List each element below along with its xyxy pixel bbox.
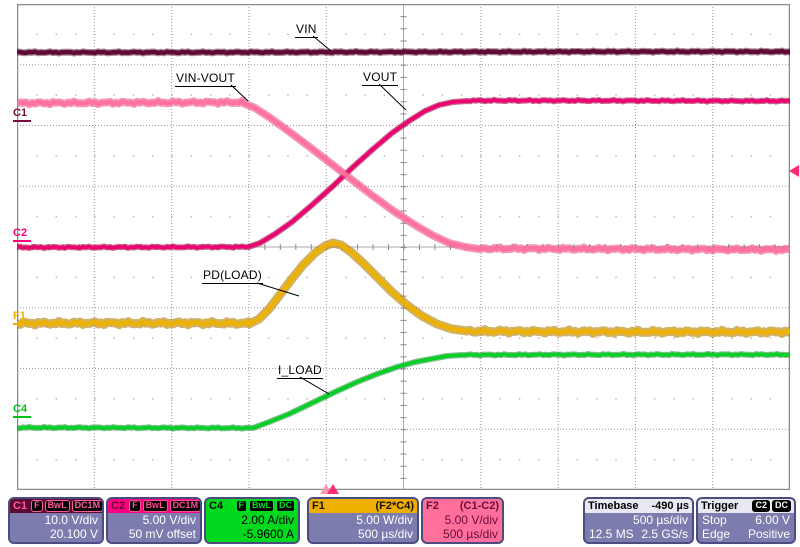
status-box-header: F2 (C1-C2): [423, 499, 502, 513]
status-box-row: 500 µs/div: [585, 513, 692, 527]
status-value-right: 5.00 W/div: [356, 513, 413, 527]
status-value-right: 5.00 V/div: [444, 513, 498, 527]
status-value-right: 2.00 A/div: [241, 513, 294, 527]
status-box-header: F1 (F2*C4): [309, 499, 417, 513]
channel-marker-c4[interactable]: C4: [13, 404, 33, 418]
trigger-level-marker[interactable]: [789, 165, 799, 177]
status-box-title: F1: [312, 499, 325, 512]
status-box-row: 500 µs/div: [309, 527, 417, 541]
channel-marker-c2[interactable]: C2: [13, 228, 33, 242]
status-box-c4[interactable]: C4 F BwL DC 2.00 A/div -5.9600 A: [204, 497, 300, 544]
status-box-subtitle: (C1-C2): [459, 499, 499, 512]
status-value-left: 12.5 MS: [589, 527, 634, 541]
coupling-badge-f: F: [235, 500, 247, 512]
coupling-badge-dc: DC: [772, 500, 791, 512]
trace-vout: [17, 98, 790, 250]
status-bar: C1 F BwL DC1M 10.0 V/div 20.100 V C2 F BwL DC1M 5.…: [0, 497, 800, 545]
status-value-right: -5.9600 A: [242, 527, 294, 541]
channel-marker-underline: [13, 120, 31, 122]
status-box-f1[interactable]: F1 (F2*C4) 5.00 W/div 500 µs/div: [307, 497, 419, 544]
trace-label-pd-load-: PD(LOAD): [202, 268, 263, 284]
channel-marker-label: C4: [13, 403, 28, 415]
channel-marker-underline: [13, 240, 31, 242]
status-box-subtitle: -490 µs: [651, 499, 689, 512]
channel-marker-label: C2: [13, 227, 28, 239]
status-value-left: Edge: [702, 527, 731, 541]
status-box-row: 5.00 V/div: [108, 513, 200, 527]
status-box-title: C1: [13, 499, 28, 512]
status-box-header: Trigger C2 DC: [698, 499, 794, 513]
status-box-row: Stop 6.00 V: [698, 513, 794, 527]
trace-pd(load): [17, 240, 790, 336]
coupling-badge-dc1m: DC1M: [169, 500, 200, 512]
status-value-right: 500 µs/div: [358, 527, 413, 541]
status-box-header: Timebase -490 µs: [585, 499, 692, 513]
status-box-row: 500 µs/div: [423, 527, 502, 541]
status-box-c1[interactable]: C1 F BwL DC1M 10.0 V/div 20.100 V: [8, 497, 104, 544]
status-value-right: 2.5 GS/s: [641, 527, 688, 541]
coupling-badge-c2: C2: [752, 500, 770, 512]
status-box-f2[interactable]: F2 (C1-C2) 5.00 V/div 500 µs/div: [421, 497, 504, 544]
coupling-badge-bwl: BwL: [44, 500, 70, 512]
status-box-timebase[interactable]: Timebase -490 µs 500 µs/div 12.5 MS 2.5 GS/s: [583, 497, 694, 544]
coupling-badge-f: F: [31, 500, 43, 512]
status-box-row: Edge Positive: [698, 527, 794, 541]
channel-marker-underline: [13, 323, 31, 325]
status-box-header: C2 F BwL DC1M: [108, 499, 200, 513]
status-box-row: 2.00 A/div: [206, 513, 298, 527]
status-box-row: 5.00 W/div: [309, 513, 417, 527]
status-value-right: 50 mV offset: [128, 527, 196, 541]
status-box-title: Trigger: [701, 499, 739, 512]
status-box-title: C4: [209, 499, 224, 512]
status-box-header: C4 F BwL DC: [206, 499, 298, 513]
status-value-right: 10.0 V/div: [44, 513, 98, 527]
status-box-row: 10.0 V/div: [10, 513, 102, 527]
status-box-row: 12.5 MS 2.5 GS/s: [585, 527, 692, 541]
trace-label-vout: VOUT: [362, 70, 399, 86]
coupling-badge-dc1m: DC1M: [71, 500, 102, 512]
status-value-right: 20.100 V: [49, 527, 98, 541]
channel-marker-c1[interactable]: C1: [13, 108, 33, 122]
status-box-header: C1 F BwL DC1M: [10, 499, 102, 513]
channel-marker-f1[interactable]: F1: [13, 311, 33, 325]
trace-label-vin-vout: VIN-VOUT: [175, 71, 236, 87]
trace-i_load: [17, 352, 790, 431]
status-value-right: 500 µs/div: [633, 513, 688, 527]
waveform-grid: [17, 4, 790, 490]
coupling-badge-bwl: BwL: [249, 500, 274, 512]
status-box-title: Timebase: [588, 499, 639, 512]
coupling-badge-f: F: [129, 500, 141, 512]
status-box-c2[interactable]: C2 F BwL DC1M 5.00 V/div 50 mV offset: [106, 497, 202, 544]
coupling-badge-dc: DC: [276, 500, 295, 512]
status-box-subtitle: (F2*C4): [375, 499, 414, 512]
status-value-right: Positive: [747, 527, 790, 541]
channel-marker-underline: [13, 416, 31, 418]
status-value-right: 500 µs/div: [443, 527, 498, 541]
status-box-row: -5.9600 A: [206, 527, 298, 541]
trigger-time-marker[interactable]: [327, 484, 339, 494]
channel-marker-label: F1: [13, 310, 26, 322]
status-box-trigger[interactable]: Trigger C2 DC Stop 6.00 V Edge Positive: [696, 497, 796, 544]
status-box-row: 20.100 V: [10, 527, 102, 541]
status-box-row: 5.00 V/div: [423, 513, 502, 527]
trace-label-vin: VIN: [295, 22, 318, 38]
status-value-left: Stop: [702, 513, 727, 527]
status-box-title: C2: [111, 499, 126, 512]
status-value-right: 5.00 V/div: [142, 513, 196, 527]
trigger-time-marker-light[interactable]: [320, 484, 332, 494]
status-value-right: 6.00 V: [755, 513, 790, 527]
status-box-row: 50 mV offset: [108, 527, 200, 541]
trace-label-i-load: I_LOAD: [277, 363, 323, 379]
status-box-title: F2: [426, 499, 439, 512]
coupling-badge-bwl: BwL: [142, 500, 168, 512]
channel-marker-label: C1: [13, 107, 28, 119]
trace-vin: [17, 48, 790, 56]
trace-vin-vout: [17, 98, 790, 254]
